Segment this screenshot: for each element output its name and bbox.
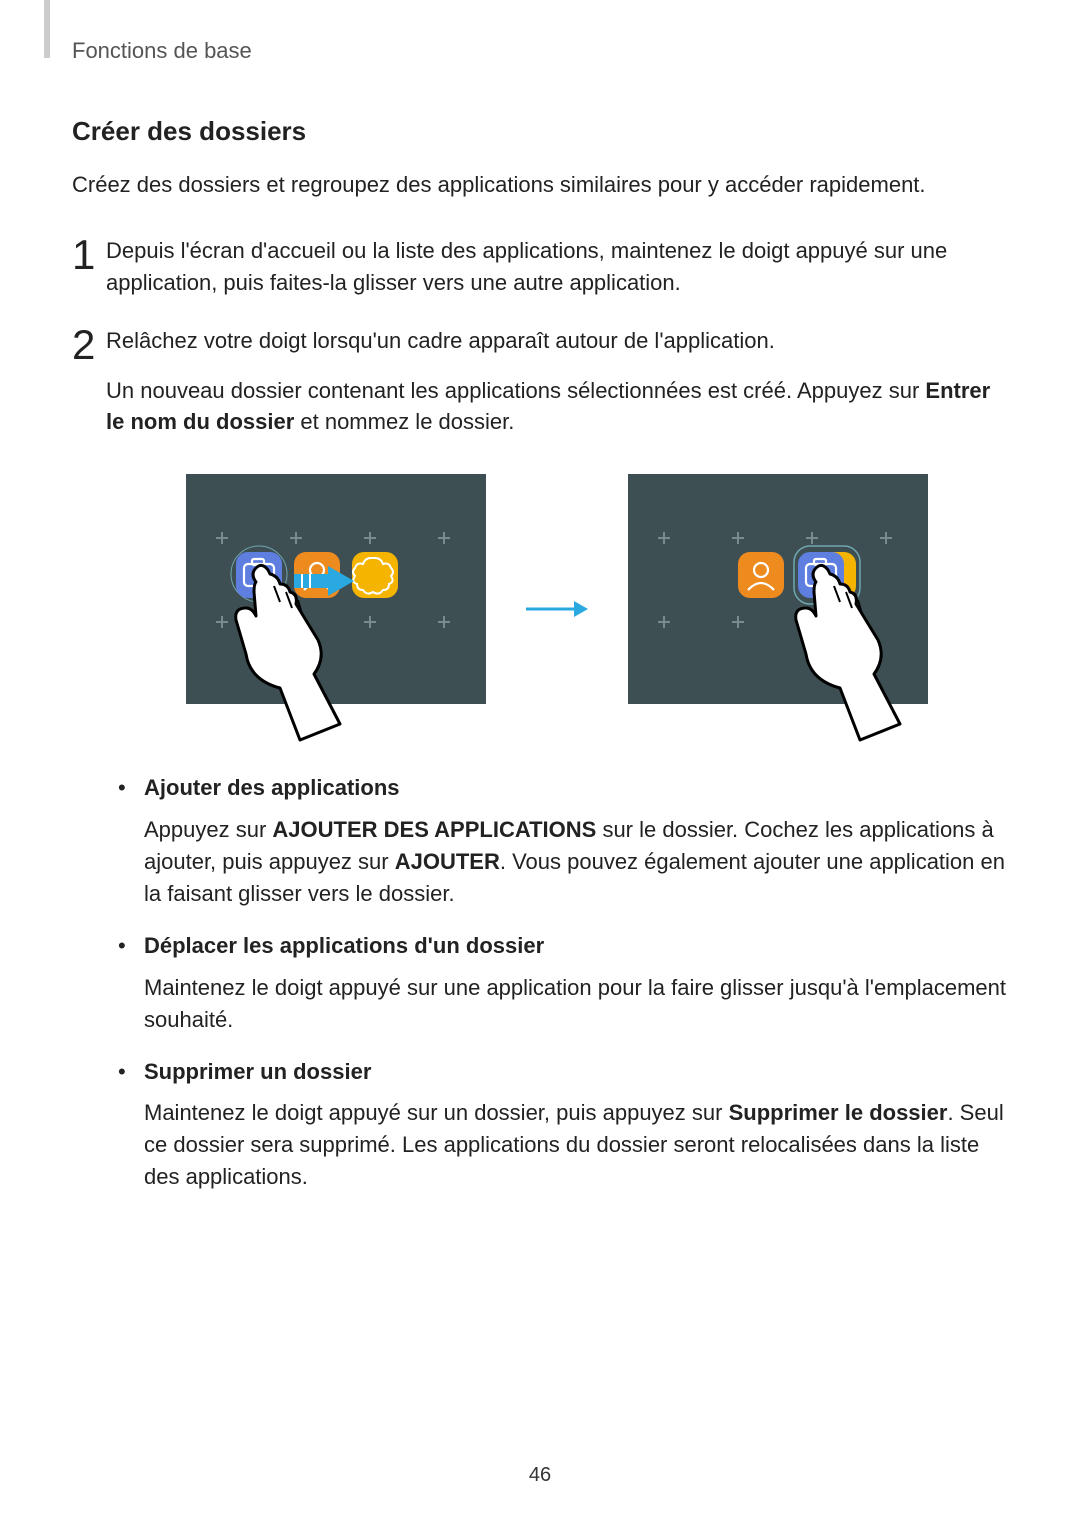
arrow-between-icon [522,589,592,629]
sub-add-title: Ajouter des applications [144,775,400,800]
step-2-extra: Un nouveau dossier contenant les applica… [106,375,1008,439]
step-2-extra-prefix: Un nouveau dossier contenant les applica… [106,378,925,403]
sub-add-body: Appuyez sur AJOUTER DES APPLICATIONS sur… [144,814,1008,910]
sub-delete-body: Maintenez le doigt appuyé sur un dossier… [144,1097,1008,1193]
step-2-extra-suffix: et nommez le dossier. [294,409,514,434]
steps-list: Depuis l'écran d'accueil ou la liste des… [72,235,1008,1193]
contact-icon [738,552,784,598]
sub-move-body: Maintenez le doigt appuyé sur une applic… [144,972,1008,1036]
step-2-body: Relâchez votre doigt lorsqu'un cadre app… [106,325,1008,357]
sub-item-move-apps: Déplacer les applications d'un dossier M… [116,930,1008,1036]
step-1: Depuis l'écran d'accueil ou la liste des… [72,235,1008,299]
sub-move-title: Déplacer les applications d'un dossier [144,933,544,958]
step-2: Relâchez votre doigt lorsqu'un cadre app… [72,325,1008,1193]
sub-list: Ajouter des applications Appuyez sur AJO… [116,772,1008,1193]
illustration-row [106,474,1008,744]
illustration-right [628,474,928,744]
sub-delete-title: Supprimer un dossier [144,1059,371,1084]
illustration-left [186,474,486,744]
illustration-left-svg [186,474,486,744]
section-title: Créer des dossiers [72,116,1008,147]
step-1-body: Depuis l'écran d'accueil ou la liste des… [106,235,1008,299]
page-tab-mark [44,0,50,58]
sub-item-delete-folder: Supprimer un dossier Maintenez le doigt … [116,1056,1008,1194]
illustration-right-svg [628,474,928,744]
sub-item-add-apps: Ajouter des applications Appuyez sur AJO… [116,772,1008,910]
page-number: 46 [0,1464,1080,1487]
header-section-name: Fonctions de base [72,38,1008,64]
intro-paragraph: Créez des dossiers et regroupez des appl… [72,169,1008,201]
gallery-icon [352,552,398,598]
